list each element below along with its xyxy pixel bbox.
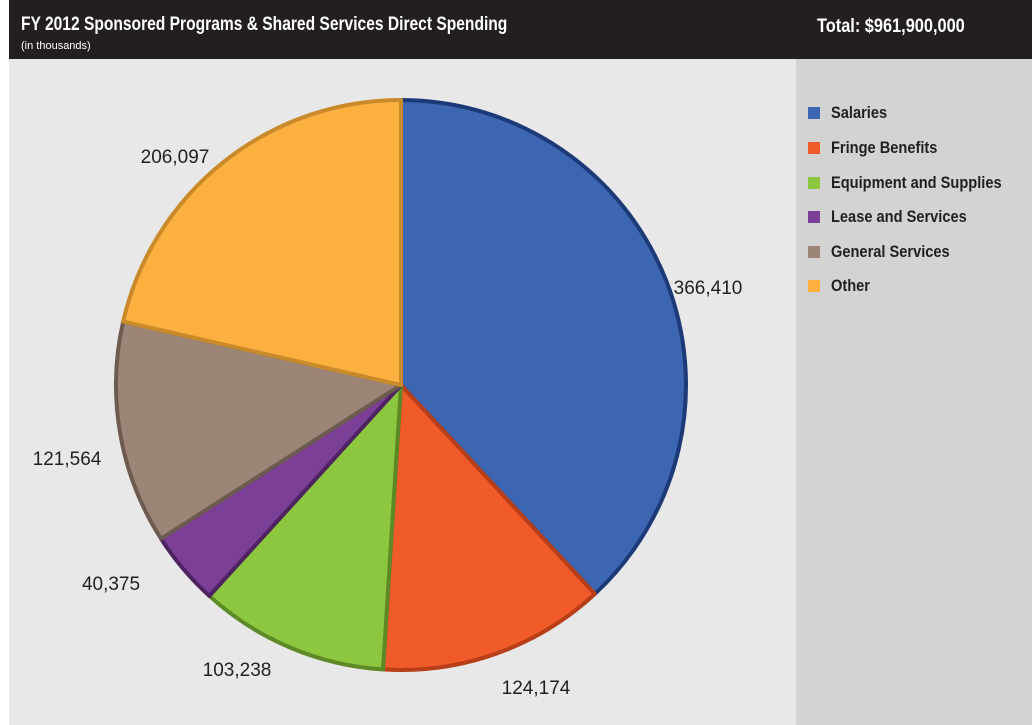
- pie-slice-general-services: [114, 319, 403, 541]
- legend-label-lease-and-services: Lease and Services: [831, 207, 967, 226]
- legend-item-other: Other: [808, 275, 876, 297]
- legend-swatch-equipment-and-supplies: [808, 177, 820, 189]
- pie-slices: [114, 98, 688, 672]
- pie-slice-equipment-and-supplies: [207, 383, 403, 672]
- pie-data-labels: 366,410 124,174 103,238 40,375 121,564 2…: [33, 147, 743, 699]
- data-label-other: 206,097: [141, 147, 210, 168]
- legend-item-salaries: Salaries: [808, 102, 896, 124]
- legend-swatch-other: [808, 280, 820, 292]
- legend-item-fringe-benefits: Fringe Benefits: [808, 137, 955, 159]
- legend-swatch-lease-and-services: [808, 211, 820, 223]
- legend-label-salaries: Salaries: [831, 103, 888, 122]
- pie-slice-salaries: [399, 98, 688, 596]
- legend-label-general-services: General Services: [831, 242, 950, 261]
- legend-item-lease-and-services: Lease and Services: [808, 206, 989, 228]
- data-label-lease-and-services: 40,375: [82, 574, 140, 595]
- data-label-general-services: 121,564: [33, 449, 102, 470]
- data-label-equipment-and-supplies: 103,238: [203, 660, 272, 681]
- legend-item-general-services: General Services: [808, 241, 969, 263]
- legend-label-other: Other: [831, 276, 870, 295]
- data-label-salaries: 366,410: [674, 278, 743, 299]
- chart-title: FY 2012 Sponsored Programs & Shared Serv…: [21, 14, 508, 35]
- legend-label-fringe-benefits: Fringe Benefits: [831, 138, 938, 157]
- pie-slice-other: [121, 98, 403, 387]
- legend-item-equipment-and-supplies: Equipment and Supplies: [808, 172, 1029, 194]
- legend-label-equipment-and-supplies: Equipment and Supplies: [831, 173, 1002, 192]
- total-amount: Total: $961,900,000: [817, 16, 965, 37]
- legend-swatch-general-services: [808, 246, 820, 258]
- legend-swatch-salaries: [808, 107, 820, 119]
- data-label-fringe-benefits: 124,174: [502, 678, 571, 699]
- chart-header: FY 2012 Sponsored Programs & Shared Serv…: [9, 0, 1032, 59]
- legend: Salaries Fringe Benefits Equipment and S…: [796, 59, 1032, 725]
- pie-slice-fringe-benefits: [381, 383, 597, 672]
- legend-swatch-fringe-benefits: [808, 142, 820, 154]
- chart-subtitle: (in thousands): [21, 40, 91, 52]
